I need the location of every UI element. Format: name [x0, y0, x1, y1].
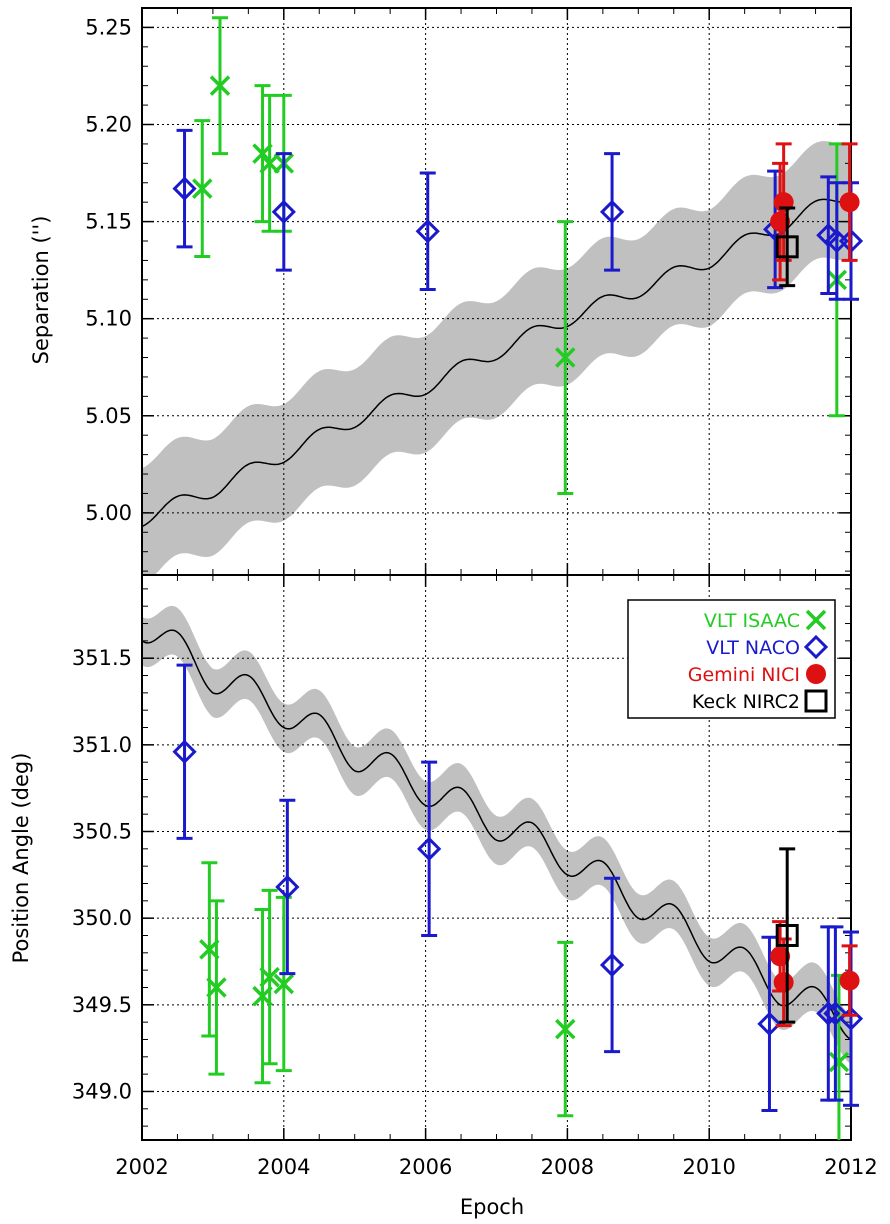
- x-tick-label: 2008: [541, 1155, 594, 1179]
- marker-x: [206, 977, 227, 998]
- marker-circle: [773, 972, 794, 993]
- model-uncertainty-band: [142, 605, 851, 1064]
- data-point: [839, 142, 860, 262]
- y-tick-label: 5.15: [85, 210, 132, 234]
- marker-x: [555, 1018, 576, 1040]
- marker-diamond: [417, 836, 442, 861]
- data-point: [273, 895, 295, 1073]
- marker-diamond: [271, 199, 296, 225]
- y-tick-label: 349.0: [72, 1079, 132, 1103]
- legend-marker: [803, 634, 829, 660]
- marker-x: [192, 178, 213, 199]
- marker-diamond: [803, 634, 829, 660]
- data-point: [172, 128, 197, 249]
- y-tick-label: 5.10: [85, 307, 132, 331]
- y-tick-label: 350.5: [72, 820, 132, 844]
- y-tick-label: 5.00: [85, 501, 132, 525]
- data-point: [555, 220, 576, 495]
- marker-circle: [770, 211, 791, 232]
- data-point: [259, 888, 280, 1066]
- marker-square: [804, 689, 828, 713]
- data-point: [192, 119, 213, 259]
- y-tick-label: 351.5: [72, 646, 132, 670]
- legend-label: VLT ISAAC: [704, 610, 800, 632]
- legend-marker: [804, 689, 828, 713]
- y-tick-label: 351.0: [72, 733, 132, 757]
- y-tick-label: 349.5: [72, 993, 132, 1017]
- data-point: [206, 899, 227, 1076]
- marker-diamond: [599, 199, 625, 225]
- data-point: [757, 935, 782, 1113]
- marker-x: [273, 973, 295, 995]
- y-tick-label: 5.20: [85, 113, 132, 137]
- data-point: [828, 973, 850, 1140]
- x-axis-label-epoch: Epoch: [460, 1195, 524, 1219]
- x-tick-label: 2006: [399, 1155, 452, 1179]
- marker-diamond: [275, 874, 300, 900]
- x-tick-label: 2010: [682, 1155, 735, 1179]
- y-tick-label: 5.05: [85, 404, 132, 428]
- data-point: [823, 925, 848, 1102]
- data-point: [555, 940, 576, 1118]
- marker-square: [775, 923, 799, 947]
- legend: VLT ISAAC VLT NACO Gemini NICI Keck NIRC2: [627, 599, 836, 719]
- data-point: [417, 760, 442, 937]
- x-tick-label: 2004: [257, 1155, 310, 1179]
- legend-label: VLT NACO: [706, 637, 800, 659]
- y-tick-label: 5.25: [85, 15, 132, 39]
- model-curve: [142, 629, 851, 1041]
- separation-panel: 5.00 5.05 5.10 5.15 5.20 5.25: [85, 7, 864, 576]
- position-angle-panel: 349.0 349.5 350.0 350.5 351.0 351.5 2002 2004 20…: [72, 574, 878, 1179]
- marker-x: [805, 609, 827, 631]
- y-axis-label-position-angle: Position Angle (deg): [9, 753, 33, 964]
- marker-diamond: [599, 952, 625, 978]
- data-point: [275, 798, 300, 976]
- data-point: [775, 206, 799, 288]
- data-point: [209, 16, 231, 156]
- data-point: [775, 847, 799, 1024]
- data-point: [271, 152, 296, 272]
- marker-square: [775, 235, 799, 259]
- marker-circle: [839, 970, 860, 991]
- marker-diamond: [172, 739, 197, 764]
- y-axis-label-separation: Separation (''): [29, 216, 53, 365]
- marker-x: [555, 347, 576, 368]
- x-tick-label: 2002: [115, 1155, 168, 1179]
- marker-diamond: [757, 1011, 782, 1037]
- legend-box: [627, 599, 836, 719]
- model-curve: [142, 198, 851, 528]
- data-point: [770, 161, 791, 282]
- legend-marker: [805, 609, 827, 631]
- data-point: [259, 93, 280, 233]
- model-uncertainty-band: [142, 141, 851, 575]
- marker-diamond: [415, 219, 440, 244]
- marker-circle: [806, 664, 826, 684]
- y-tick-label: 350.0: [72, 906, 132, 930]
- data-point: [599, 152, 625, 272]
- data-point: [839, 944, 860, 1017]
- data-point: [172, 663, 197, 840]
- x-tick-label: 2012: [824, 1155, 877, 1179]
- marker-diamond: [823, 1001, 848, 1026]
- data-point: [415, 171, 440, 292]
- legend-label: Keck NIRC2: [692, 691, 800, 713]
- marker-x: [259, 966, 280, 988]
- legend-label: Gemini NICI: [688, 664, 800, 686]
- marker-x: [209, 75, 231, 96]
- marker-x: [828, 1051, 850, 1073]
- data-point: [599, 876, 625, 1054]
- legend-marker: [806, 664, 826, 684]
- marker-diamond: [172, 176, 197, 201]
- marker-circle: [839, 192, 860, 213]
